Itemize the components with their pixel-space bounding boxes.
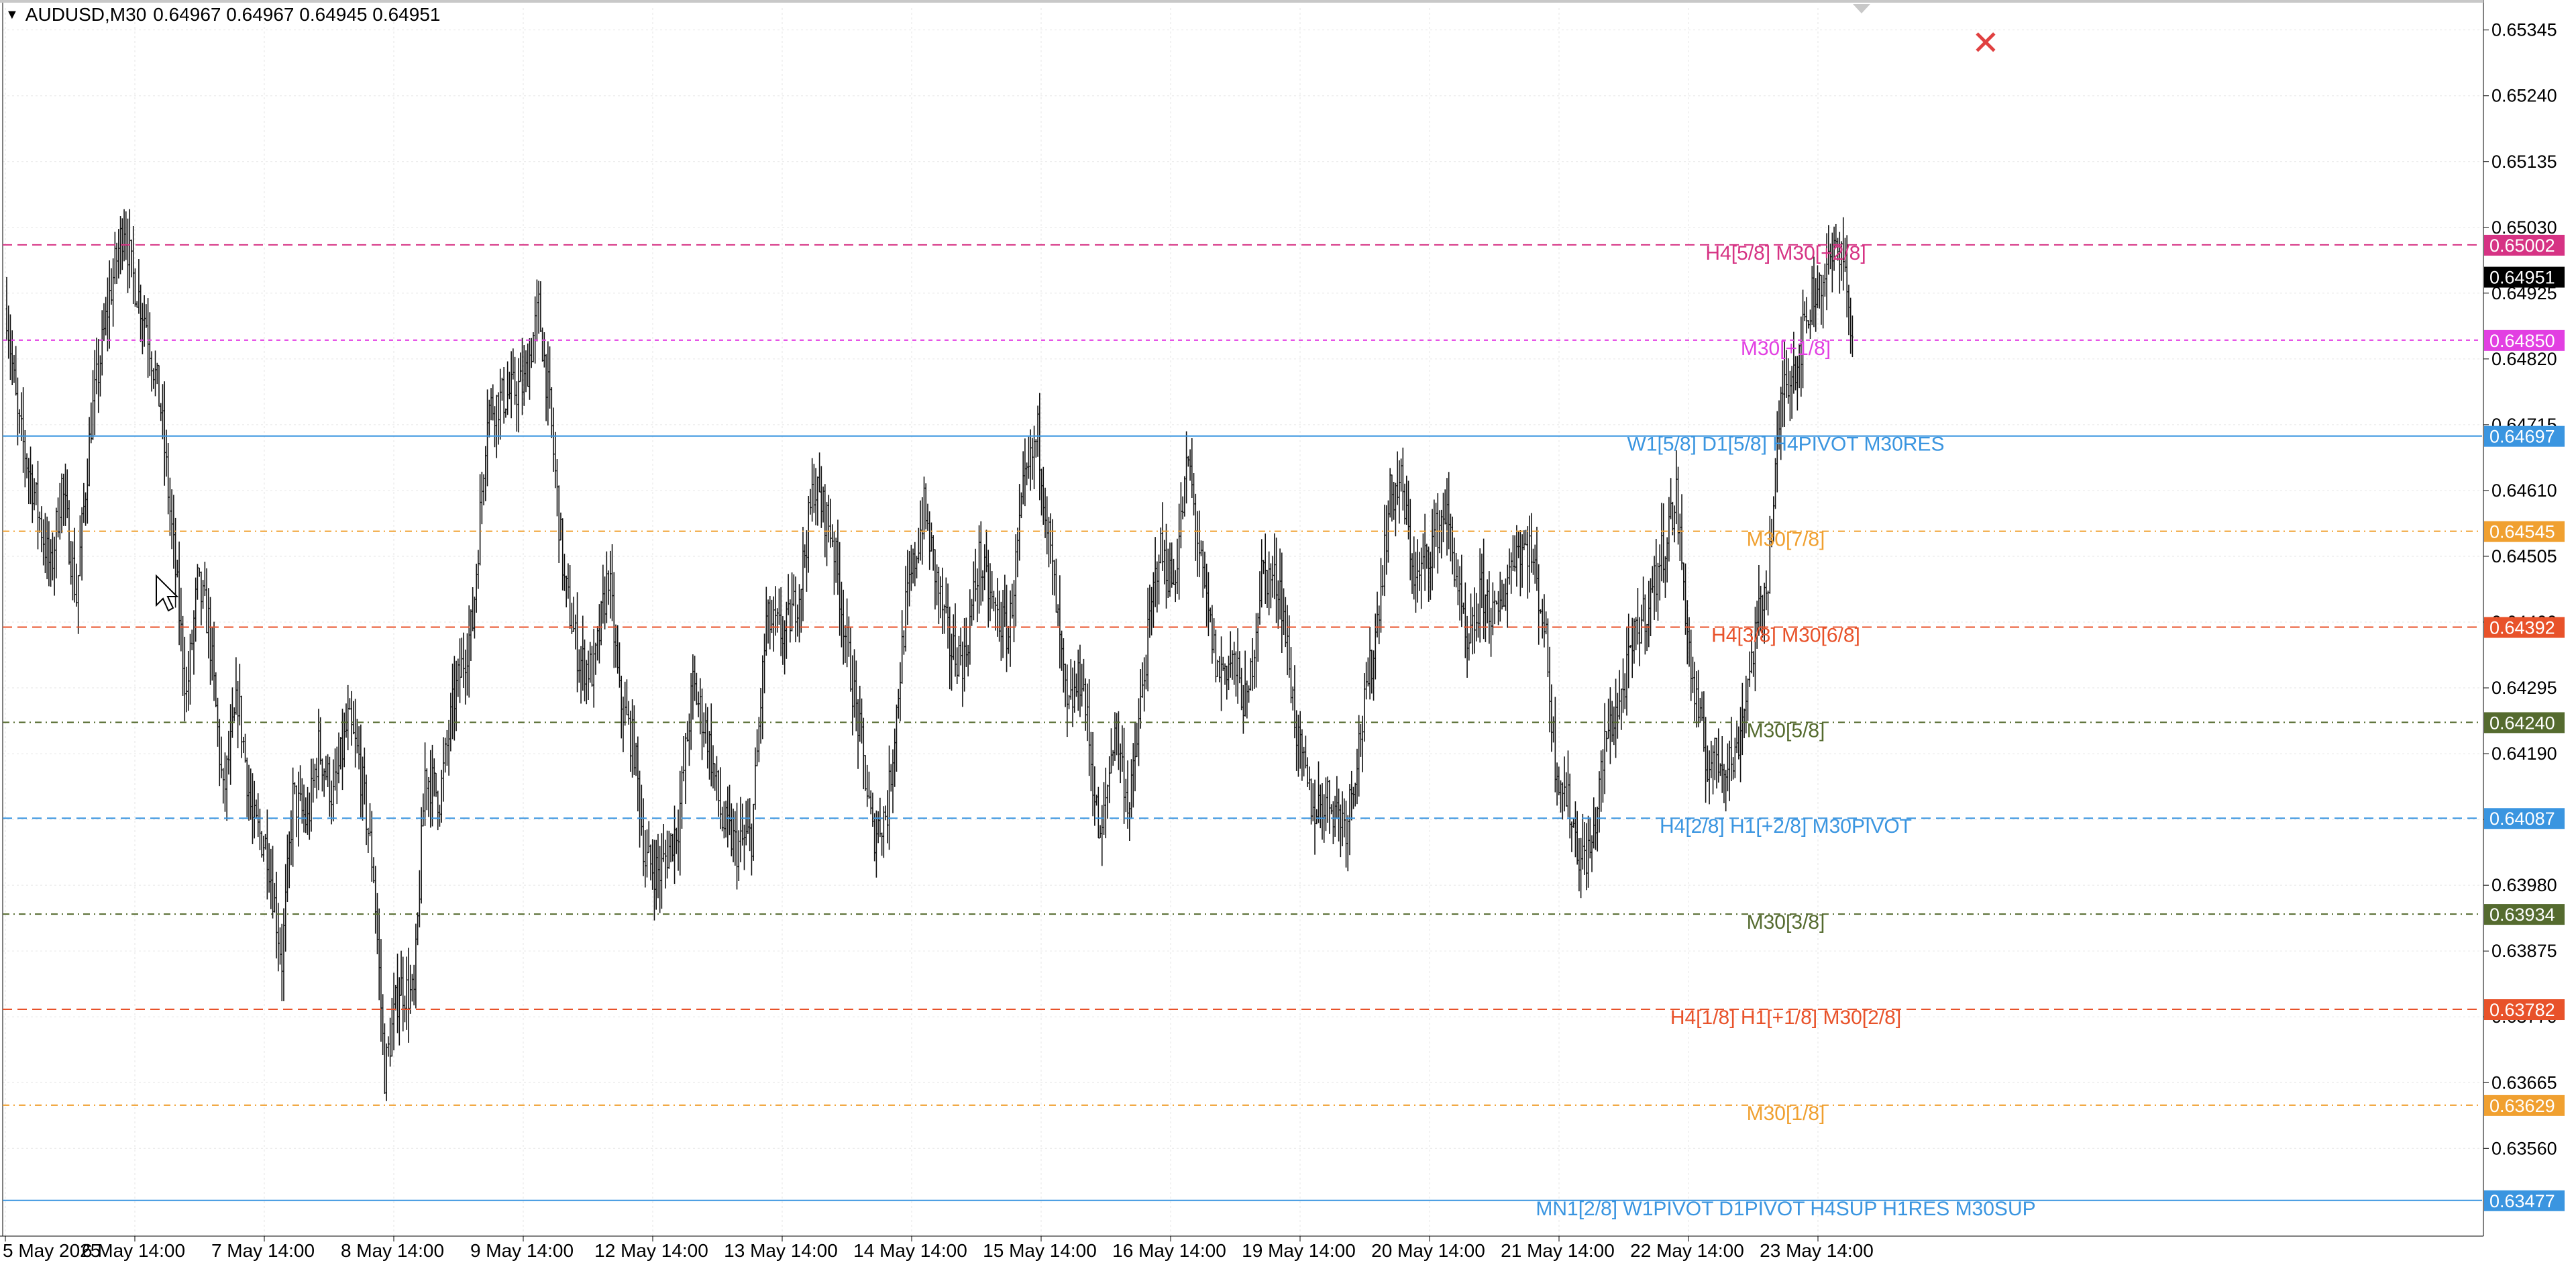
level-price-tag-text: 0.63934 xyxy=(2489,905,2555,925)
chart-shift-marker[interactable] xyxy=(1853,4,1870,13)
level-label: W1[5/8] D1[5/8] H4PIVOT M30RES xyxy=(1627,434,1945,456)
level-label: M30[5/8] xyxy=(1747,719,1825,742)
level-price-tag xyxy=(2484,808,2565,829)
y-tick-label: 0.65345 xyxy=(2491,20,2557,40)
collapse-triangle-icon[interactable]: ▼ xyxy=(5,7,19,22)
x-tick-label: 9 May 14:00 xyxy=(470,1240,574,1261)
symbol-label: AUDUSD,M30 xyxy=(25,4,147,25)
close-icon[interactable]: ✕ xyxy=(1972,24,2000,62)
y-tick-label: 0.64820 xyxy=(2491,349,2557,369)
level-label: MN1[2/8] W1PIVOT D1PIVOT H4SUP H1RES M30… xyxy=(1536,1198,2035,1220)
y-tick-label: 0.65030 xyxy=(2491,217,2557,238)
murrey-levels: H4[5/8] M30[+2/8] 0.65002 M30[+1/8] 0.64850… xyxy=(3,234,2565,1220)
x-tick-label: 15 May 14:00 xyxy=(983,1240,1097,1261)
level-price-tag-text: 0.63477 xyxy=(2489,1191,2555,1211)
price-bars xyxy=(5,209,1854,1101)
level-price-tag-text: 0.64392 xyxy=(2489,617,2555,638)
level-label: H4[3/8] M30[6/8] xyxy=(1711,624,1860,646)
level-price-tag xyxy=(2484,904,2565,925)
level-price-tag-text: 0.63782 xyxy=(2489,1000,2555,1020)
y-tick-label: 0.64190 xyxy=(2491,744,2557,764)
level-price-tag-text: 0.64240 xyxy=(2489,713,2555,733)
x-tick-label: 21 May 14:00 xyxy=(1501,1240,1615,1261)
mouse-cursor-icon xyxy=(156,574,179,612)
level-label: H4[5/8] M30[+2/8] xyxy=(1705,242,1866,264)
level-price-tag xyxy=(2484,234,2565,256)
x-tick-label: 6 May 14:00 xyxy=(82,1240,185,1261)
ohlc-values: 0.64967 0.64967 0.64945 0.64951 xyxy=(153,4,441,25)
x-tick-label: 20 May 14:00 xyxy=(1371,1240,1485,1261)
level-label: H4[2/8] H1[+2/8] M30PIVOT xyxy=(1660,815,1912,837)
level-label: H4[1/8] H1[+1/8] M30[2/8] xyxy=(1670,1007,1901,1029)
level-price-tag xyxy=(2484,999,2565,1021)
x-tick-label: 23 May 14:00 xyxy=(1760,1240,1874,1261)
y-tick-label: 0.64610 xyxy=(2491,480,2557,501)
current-price-tag-text: 0.64951 xyxy=(2489,268,2555,288)
level-price-tag-text: 0.65002 xyxy=(2489,236,2555,256)
x-tick-label: 22 May 14:00 xyxy=(1630,1240,1744,1261)
level-price-tag-text: 0.64697 xyxy=(2489,427,2555,447)
x-tick-label: 7 May 14:00 xyxy=(211,1240,315,1261)
level-price-tag xyxy=(2484,712,2565,733)
chart-info-bar: ▼ AUDUSD,M30 0.64967 0.64967 0.64945 0.6… xyxy=(5,4,440,26)
level-price-tag xyxy=(2484,1095,2565,1116)
level-price-tag-text: 0.64850 xyxy=(2489,331,2555,351)
x-tick-label: 13 May 14:00 xyxy=(724,1240,838,1261)
y-tick-label: 0.63875 xyxy=(2491,941,2557,961)
level-price-tag xyxy=(2484,617,2565,638)
level-label: M30[7/8] xyxy=(1747,529,1825,551)
y-tick-label: 0.63665 xyxy=(2491,1072,2557,1093)
y-tick-label: 0.65240 xyxy=(2491,86,2557,106)
x-tick-label: 5 May 2025 xyxy=(3,1240,101,1261)
level-price-tag-text: 0.64545 xyxy=(2489,522,2555,542)
level-price-tag xyxy=(2484,329,2565,351)
x-tick-label: 19 May 14:00 xyxy=(1242,1240,1356,1261)
y-tick-label: 0.63560 xyxy=(2491,1138,2557,1158)
level-price-tag xyxy=(2484,521,2565,542)
level-label: M30[3/8] xyxy=(1747,911,1825,933)
level-price-tag-text: 0.64087 xyxy=(2489,809,2555,829)
x-tick-label: 14 May 14:00 xyxy=(853,1240,967,1261)
y-tick-label: 0.65135 xyxy=(2491,152,2557,172)
level-price-tag xyxy=(2484,425,2565,447)
x-tick-label: 12 May 14:00 xyxy=(594,1240,708,1261)
level-label: M30[1/8] xyxy=(1747,1103,1825,1125)
y-tick-label: 0.63980 xyxy=(2491,875,2557,895)
level-price-tag-text: 0.63629 xyxy=(2489,1096,2555,1116)
y-tick-label: 0.64295 xyxy=(2491,678,2557,698)
level-price-tag xyxy=(2484,1190,2565,1211)
x-tick-label: 8 May 14:00 xyxy=(341,1240,444,1261)
level-label: M30[+1/8] xyxy=(1741,338,1831,360)
y-tick-label: 0.64505 xyxy=(2491,546,2557,566)
x-tick-label: 16 May 14:00 xyxy=(1112,1240,1226,1261)
current-price-tag xyxy=(2484,266,2565,288)
